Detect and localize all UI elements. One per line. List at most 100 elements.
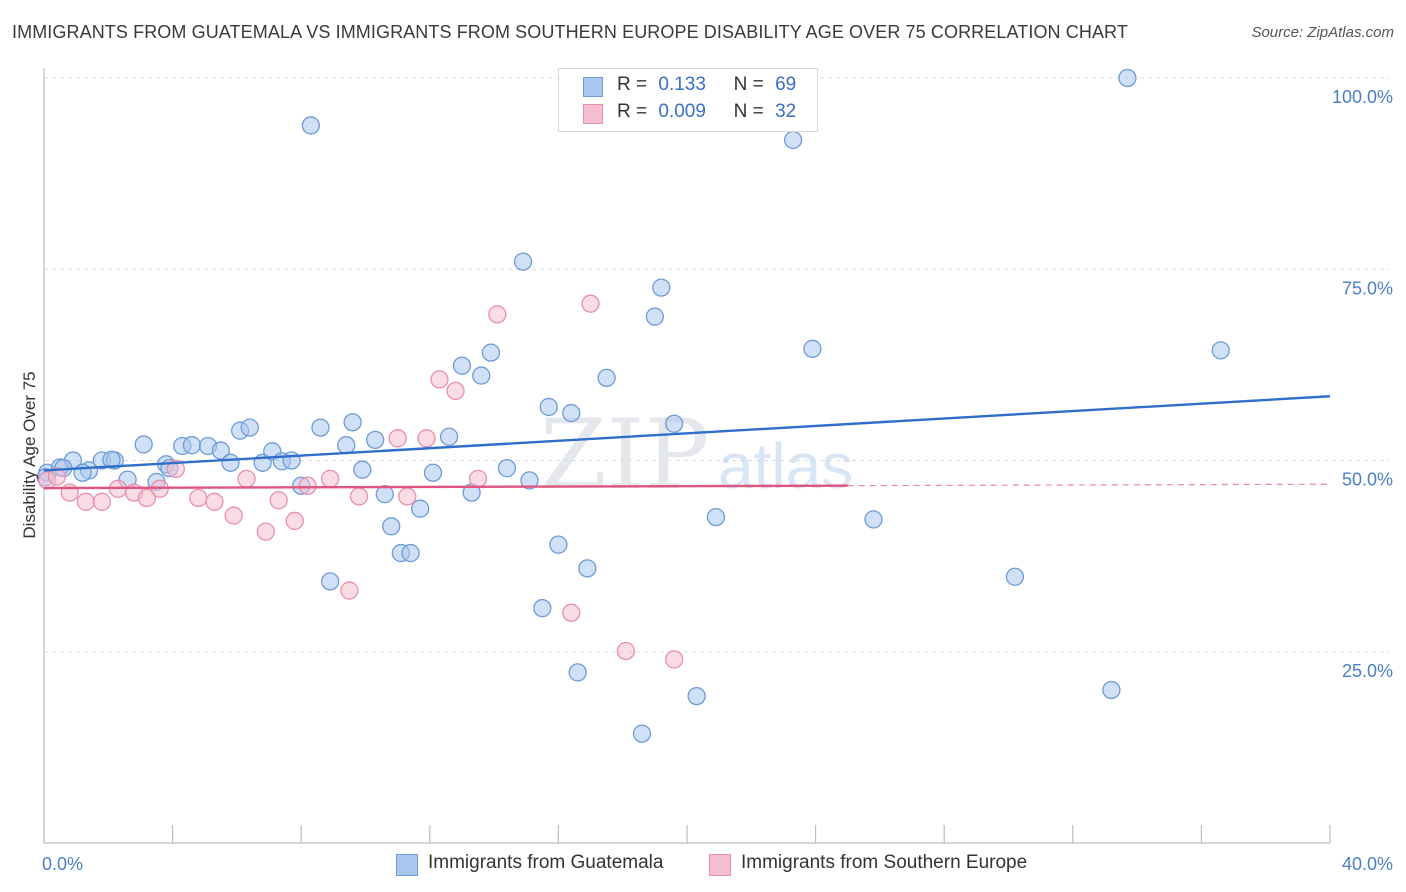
point-southern-europe	[137, 488, 157, 508]
point-southern-europe	[562, 603, 581, 622]
y-tick-label: 25.0%	[1342, 661, 1393, 681]
r-value: 0.133	[658, 74, 706, 95]
point-southern-europe	[664, 650, 684, 669]
point-southern-europe	[269, 491, 288, 510]
point-guatemala	[481, 343, 501, 362]
point-southern-europe	[205, 492, 224, 511]
point-guatemala	[513, 252, 533, 271]
r-label: R =	[617, 101, 648, 122]
point-guatemala	[439, 427, 459, 446]
point-guatemala	[282, 451, 301, 470]
southern-europe-swatch	[583, 104, 603, 124]
point-southern-europe	[340, 581, 359, 600]
point-guatemala	[549, 535, 568, 554]
point-guatemala	[423, 463, 443, 482]
r-label: R =	[617, 74, 648, 95]
r-value: 0.009	[658, 101, 706, 122]
axes	[43, 68, 1331, 844]
point-guatemala	[221, 453, 240, 472]
stats-legend: R = 0.133 N = 69 R = 0.009 N = 32	[558, 68, 818, 132]
point-guatemala	[401, 543, 420, 563]
point-guatemala	[652, 278, 671, 297]
point-guatemala	[645, 307, 664, 326]
southern-europe-legend-swatch	[709, 854, 731, 876]
point-southern-europe	[320, 469, 340, 489]
point-guatemala	[497, 458, 517, 478]
y-axis-title: Disability Age Over 75	[20, 371, 39, 538]
point-guatemala	[664, 414, 684, 433]
point-guatemala	[803, 339, 822, 358]
point-southern-europe	[166, 459, 185, 479]
n-label: N =	[733, 101, 764, 122]
point-guatemala	[102, 450, 121, 469]
point-southern-europe	[430, 370, 449, 389]
point-guatemala	[382, 517, 401, 536]
point-guatemala	[375, 485, 394, 504]
point-guatemala	[301, 116, 320, 135]
point-guatemala	[539, 397, 558, 417]
trendline-southern-europe	[43, 484, 848, 490]
point-guatemala	[472, 366, 491, 385]
point-southern-europe	[298, 476, 317, 495]
point-guatemala	[864, 510, 883, 529]
point-southern-europe	[47, 467, 67, 486]
trendline-southern-europe-extension	[847, 483, 1331, 487]
point-guatemala	[562, 403, 581, 423]
legend-label-guatemala: Immigrants from Guatemala	[428, 852, 664, 873]
point-guatemala	[1118, 68, 1137, 88]
point-southern-europe	[224, 506, 243, 525]
point-southern-europe	[237, 469, 256, 489]
point-guatemala	[1005, 567, 1025, 586]
point-guatemala	[240, 418, 259, 437]
point-southern-europe	[285, 511, 304, 531]
chart-title: IMMIGRANTS FROM GUATEMALA VS IMMIGRANTS …	[12, 22, 1128, 42]
point-guatemala	[452, 356, 472, 375]
point-guatemala	[182, 436, 202, 455]
point-guatemala	[320, 572, 340, 591]
point-southern-europe	[398, 487, 417, 506]
point-guatemala	[520, 471, 539, 490]
x-tick-label: 0.0%	[42, 854, 83, 874]
point-guatemala	[343, 413, 362, 432]
legend-label-southern-europe: Immigrants from Southern Europe	[741, 852, 1028, 873]
point-guatemala	[411, 499, 430, 518]
n-value: 69	[775, 74, 797, 95]
point-guatemala	[706, 507, 726, 527]
point-southern-europe	[388, 429, 407, 448]
n-label: N =	[733, 74, 764, 95]
point-guatemala	[353, 460, 372, 479]
x-tick-labels: 0.0% 40.0%	[42, 854, 1393, 874]
trendlines	[43, 395, 1331, 490]
guatemala-legend-swatch	[396, 854, 418, 876]
point-southern-europe	[616, 641, 636, 661]
x-tick-label: 40.0%	[1342, 854, 1393, 874]
point-guatemala	[311, 418, 330, 437]
grid-lines	[44, 77, 1390, 653]
point-guatemala	[578, 559, 597, 578]
point-southern-europe	[92, 492, 112, 511]
point-southern-europe	[417, 429, 436, 448]
n-value: 32	[775, 101, 797, 122]
guatemala-swatch	[583, 77, 603, 97]
point-guatemala	[597, 368, 616, 388]
point-guatemala	[365, 430, 385, 449]
point-guatemala	[337, 436, 356, 455]
point-guatemala	[783, 130, 803, 150]
point-southern-europe	[76, 492, 95, 511]
y-tick-label: 50.0%	[1342, 470, 1393, 490]
point-southern-europe	[60, 483, 79, 502]
point-southern-europe	[468, 469, 488, 489]
point-southern-europe	[446, 381, 465, 401]
watermark: ZIP atlas	[540, 399, 853, 511]
point-guatemala	[632, 724, 652, 743]
point-southern-europe	[349, 487, 369, 506]
point-guatemala	[134, 435, 153, 454]
y-tick-label: 100.0%	[1332, 87, 1393, 107]
point-guatemala	[533, 598, 552, 618]
watermark-atlas: atlas	[718, 430, 853, 502]
y-tick-labels: 100.0% 75.0% 50.0% 25.0%	[1332, 87, 1393, 681]
source-credit: Source: ZipAtlas.com	[1251, 24, 1394, 41]
point-southern-europe	[189, 488, 208, 508]
y-tick-label: 75.0%	[1342, 278, 1393, 298]
